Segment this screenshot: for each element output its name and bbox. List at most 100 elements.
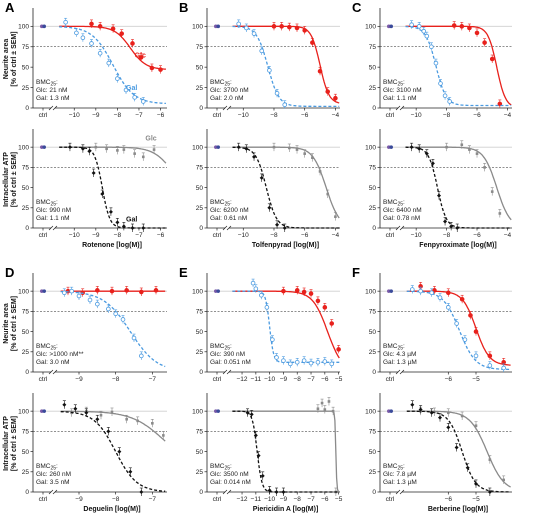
fit-curve-gal [59,26,166,105]
data-point-gal [274,355,279,360]
data-point-glc [487,353,493,359]
y-axis-label-line2: [% of ctrl ± SEM] [11,416,18,471]
bmc-annotation-line: Glc: 21 nM [36,87,67,94]
y-tick-label: 75 [22,165,30,172]
data-point-gal [264,305,270,310]
data-point-glc [329,321,335,326]
data-point-glc [124,288,129,293]
ctrl-point-gal [389,409,394,413]
fit-curve-gal [405,146,512,229]
data-point-glc [327,400,331,403]
data-point-gal [253,433,258,438]
y-tick-label: 25 [369,349,377,356]
x-tick-label: −11 [251,376,262,383]
y-tick-label: 50 [22,449,30,456]
data-point-gal [123,87,129,93]
data-point-gal [288,361,293,367]
data-point-gal [275,222,280,227]
chart-panel-F-neurite: 0 25 50 75 100 −6 −5 ctrl BMC25:Glc: 4.3 µMGal: … [365,273,512,383]
data-point-gal [131,335,137,341]
data-point-glc [294,25,300,31]
data-point-gal [62,290,67,296]
y-tick-label: 50 [22,185,30,192]
data-point-gal [416,24,422,29]
y-tick-label: 100 [365,144,376,151]
x-tick-label: −5 [335,376,343,383]
data-point-glc [139,289,144,295]
chart-panel-C-atp: 0 25 50 75 100 −10 −8 −6 −4 ctrl Fenpyroximate [lo… [365,129,512,249]
y-tick-label: 100 [365,408,376,415]
data-point-glc [162,434,165,437]
data-point-gal [84,410,89,415]
data-point-gal [267,488,272,493]
data-point-gal [462,337,468,342]
data-point-glc [460,143,464,147]
bmc-annotation-line: BMC25: [36,199,58,208]
y-tick-label: 50 [369,329,377,336]
axis-break-mark [226,369,232,375]
data-point-glc [498,212,502,215]
axis-break-mark [48,369,54,375]
x-tick-label-ctrl: ctrl [213,496,222,503]
x-tick-label: −10 [411,112,422,119]
x-tick-label: −6 [157,232,165,239]
data-point-glc [334,215,337,218]
x-tick-label: −5 [472,376,480,383]
y-tick-label: 25 [22,85,30,92]
bmc-annotation-line: Glc: 390 nM [210,351,245,358]
y-tick-label: 75 [196,165,204,172]
data-point-glc [99,413,103,417]
data-point-glc [432,288,437,293]
data-point-gal [113,311,118,317]
data-point-gal [69,288,74,294]
bmc-annotation-line: Gal: 1.3 nM [36,95,70,102]
data-point-gal [410,402,415,407]
data-point-gal [106,429,111,434]
bmc-annotation-line: BMC25: [210,199,232,208]
data-point-glc [288,146,291,150]
fit-curve-gal [232,146,340,229]
x-axis-label: Deguelin [log(M)] [83,506,140,513]
y-tick-label: 75 [22,44,30,51]
bmc-annotation-line: Gal: 0.014 nM [210,479,251,486]
chart-panel-A-neurite: 0 25 50 75 100 −10 −9 −8 −7 −6 ctrl Glc Gal BMC25:Glc… [18,8,167,119]
data-point-gal [501,365,506,371]
y-tick-label: 0 [25,225,29,232]
data-point-glc [459,24,465,29]
chart-panel-D-atp: 0 25 50 75 100 −9 −8 −7 ctrl Deguelin [log(M)] BMC… [18,393,167,513]
data-point-gal [106,60,112,66]
data-point-glc [110,26,116,32]
x-tick-label: −10 [69,112,80,119]
bmc-annotation-line: Glc: 3500 nM [210,471,249,478]
data-point-gal [429,44,434,50]
data-point-gal [487,363,493,368]
y-tick-label: 0 [199,225,203,232]
data-point-glc [116,149,119,152]
axis-break-mark [399,105,405,111]
data-point-gal [446,305,451,310]
data-point-gal [97,50,103,56]
bmc-annotation-line: BMC25: [36,343,58,352]
data-point-glc [473,329,479,334]
ctrl-point-gal [42,24,46,29]
y-tick-label: 25 [369,205,377,212]
x-axis-label: Tolfenpyrad [log(M)] [252,242,319,249]
x-tick-label: −9 [75,376,83,383]
panel-letter-C: C [352,0,362,15]
y-axis-label-line1: Intracellular ATP [3,416,10,471]
data-point-glc [158,67,163,72]
x-tick-label: −6 [321,376,329,383]
data-point-glc [133,152,136,155]
data-point-glc [308,291,314,296]
bmc-annotation-line: Gal: 3.0 nM [36,359,70,366]
axis-break-mark [222,225,228,231]
y-tick-label: 100 [18,144,29,151]
data-point-gal [270,337,275,342]
data-point-gal [410,287,415,292]
data-point-gal [100,192,105,197]
data-point-glc [488,458,492,461]
bmc-annotation-line: BMC25: [36,79,58,88]
y-tick-label: 75 [369,44,377,51]
data-point-gal [418,407,423,412]
data-point-gal [250,280,256,286]
